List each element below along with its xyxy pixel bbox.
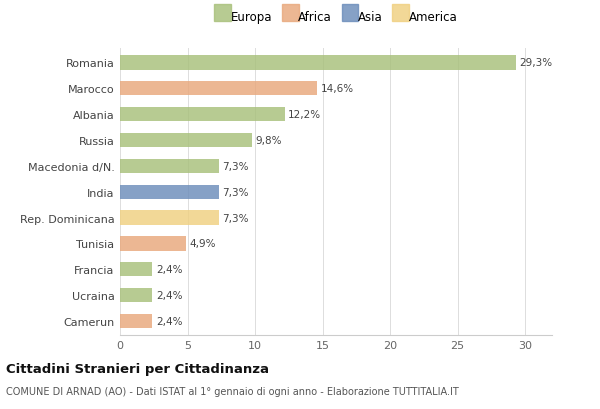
Bar <box>120 160 218 173</box>
Text: 2,4%: 2,4% <box>156 316 182 326</box>
Text: 2,4%: 2,4% <box>156 290 182 300</box>
Bar <box>120 185 218 199</box>
Bar <box>120 108 285 122</box>
Text: 7,3%: 7,3% <box>222 162 248 171</box>
Text: 12,2%: 12,2% <box>288 110 321 120</box>
Legend: Europa, Africa, Asia, America: Europa, Africa, Asia, America <box>214 11 458 24</box>
Bar <box>120 288 152 303</box>
Text: 29,3%: 29,3% <box>519 58 552 68</box>
Text: 7,3%: 7,3% <box>222 187 248 197</box>
Text: 9,8%: 9,8% <box>256 136 282 146</box>
Bar <box>120 56 515 70</box>
Text: 14,6%: 14,6% <box>320 84 353 94</box>
Bar <box>120 211 218 225</box>
Bar <box>120 237 186 251</box>
Text: Cittadini Stranieri per Cittadinanza: Cittadini Stranieri per Cittadinanza <box>6 362 269 375</box>
Bar <box>120 263 152 277</box>
Text: 7,3%: 7,3% <box>222 213 248 223</box>
Text: 2,4%: 2,4% <box>156 265 182 274</box>
Text: COMUNE DI ARNAD (AO) - Dati ISTAT al 1° gennaio di ogni anno - Elaborazione TUTT: COMUNE DI ARNAD (AO) - Dati ISTAT al 1° … <box>6 387 459 396</box>
Text: 4,9%: 4,9% <box>190 239 216 249</box>
Bar <box>120 314 152 328</box>
Bar <box>120 82 317 96</box>
Bar <box>120 134 253 148</box>
